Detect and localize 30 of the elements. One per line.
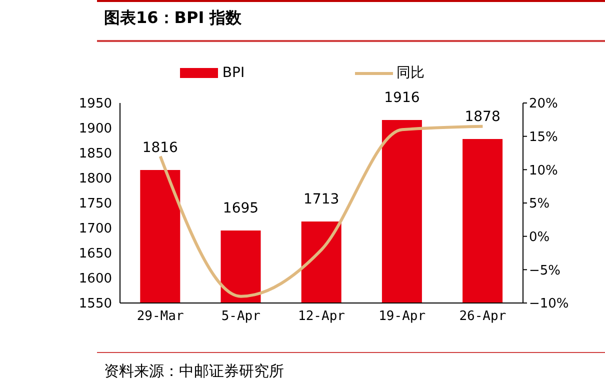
data-label: 1695	[222, 200, 259, 216]
data-label: 1878	[464, 109, 500, 125]
y-tick-label: 1600	[78, 272, 112, 287]
legend-label: BPI	[222, 65, 245, 81]
text: 资料来源：中邮证券研究所	[104, 362, 284, 381]
x-tick-label: 29-Mar	[136, 309, 184, 324]
y-tick-label: 1850	[78, 146, 112, 162]
legend-label: 同比	[396, 64, 425, 82]
data-label: 1916	[384, 90, 420, 106]
data-label: 1816	[142, 140, 178, 156]
y-tick-label: 1900	[78, 122, 112, 137]
x-tick-label: 12-Apr	[298, 309, 346, 324]
y2-tick-label: 20%	[529, 96, 558, 112]
y2-tick-label: 5%	[529, 196, 550, 212]
x-tick-label: 26-Apr	[459, 309, 506, 324]
y-tick-label: 1950	[78, 96, 112, 112]
y-tick-label: 1650	[78, 246, 112, 262]
y-tick-label: 1700	[78, 222, 112, 237]
y2-tick-label: −5%	[529, 263, 561, 278]
data-label: 1713	[304, 192, 340, 208]
y2-tick-label: 10%	[529, 163, 558, 178]
y2-tick-label: 0%	[529, 230, 550, 245]
y2-tick-label: −10%	[529, 296, 569, 312]
y2-tick-label: 15%	[529, 130, 558, 145]
y-tick-label: 1750	[78, 196, 112, 212]
x-tick-label: 5-Apr	[221, 309, 261, 324]
y-tick-label: 1800	[78, 172, 112, 187]
y-tick-label: 1550	[78, 296, 112, 312]
chart-title: 图表16：BPI 指数	[104, 8, 242, 29]
x-tick-label: 19-Apr	[378, 309, 426, 324]
